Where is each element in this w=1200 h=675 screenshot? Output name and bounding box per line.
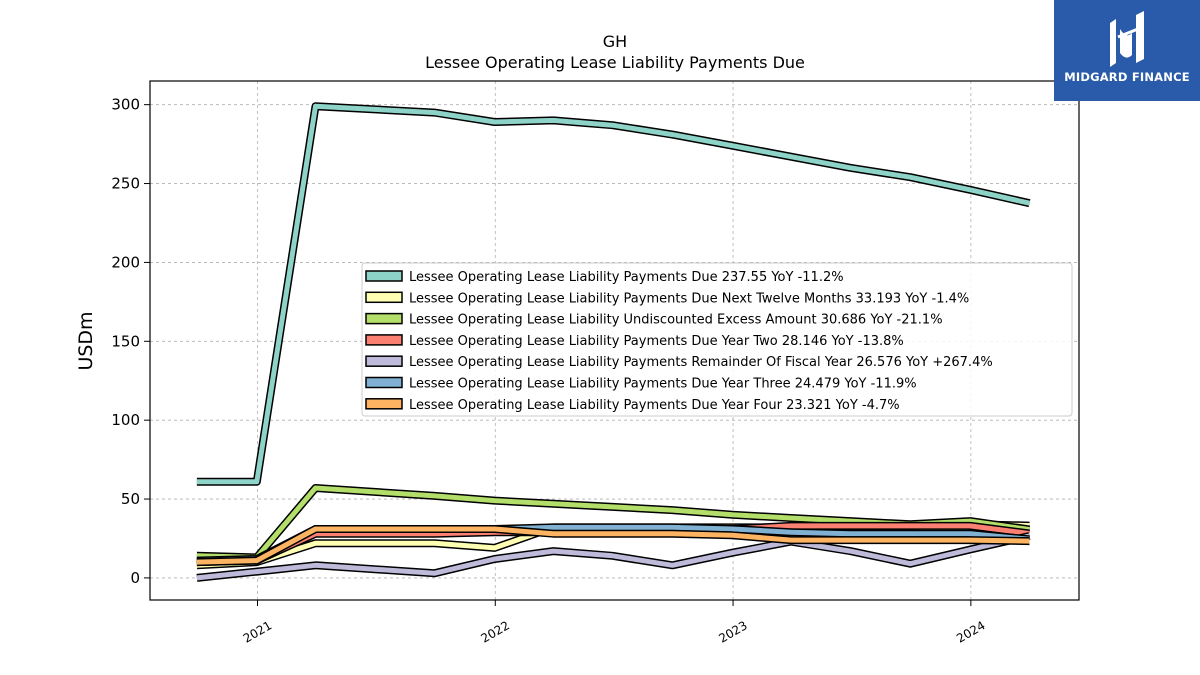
y-tick-label: 300: [111, 96, 140, 114]
legend-swatch: [365, 355, 403, 367]
y-tick-label: 250: [111, 175, 140, 193]
series-group: [196, 102, 1031, 582]
y-tick-label: 150: [111, 332, 140, 350]
y-tick-label: 200: [111, 253, 140, 271]
legend-swatch: [365, 376, 403, 389]
legend-swatch: [365, 291, 403, 304]
plot-frame: [149, 80, 1080, 601]
y-tick-label: 100: [111, 411, 140, 429]
series-line: [196, 526, 1030, 565]
chart-subtitle: Lessee Operating Lease Liability Payment…: [425, 53, 805, 72]
legend-swatch: [365, 398, 403, 410]
legend-swatch: [365, 270, 403, 282]
y-axis-label: USDm: [75, 311, 97, 370]
logo-text: MIDGARD FINANCE: [1064, 70, 1190, 84]
y-tick-label: 50: [121, 490, 140, 508]
legend: Lessee Operating Lease Liability Payment…: [361, 262, 1073, 417]
legend-swatch: [365, 312, 403, 325]
x-tick-label: 2024: [954, 618, 987, 645]
legend-entry: Lessee Operating Lease Liability Payment…: [409, 334, 904, 349]
series-line: [196, 533, 1031, 581]
series-line: [196, 103, 1031, 485]
x-tick-label: 2023: [716, 618, 749, 645]
x-tick-label: 2021: [241, 618, 274, 645]
logo-mark-icon: [1110, 11, 1144, 67]
brand-logo: MIDGARD FINANCE: [1054, 0, 1200, 101]
legend-box: [361, 262, 1073, 417]
legend-entry: Lessee Operating Lease Liability Undisco…: [409, 313, 943, 328]
x-tick-label: 2022: [479, 618, 512, 645]
legend-entry: Lessee Operating Lease Liability Payment…: [409, 291, 969, 306]
y-tick-label: 0: [130, 569, 140, 587]
legend-entry: Lessee Operating Lease Liability Payment…: [409, 355, 993, 370]
legend-swatch: [365, 334, 403, 346]
legend-entry: Lessee Operating Lease Liability Payment…: [409, 398, 900, 413]
chart-title: GH: [603, 32, 627, 51]
legend-entry: Lessee Operating Lease Liability Payment…: [409, 377, 917, 392]
legend-entry: Lessee Operating Lease Liability Payment…: [409, 270, 844, 285]
